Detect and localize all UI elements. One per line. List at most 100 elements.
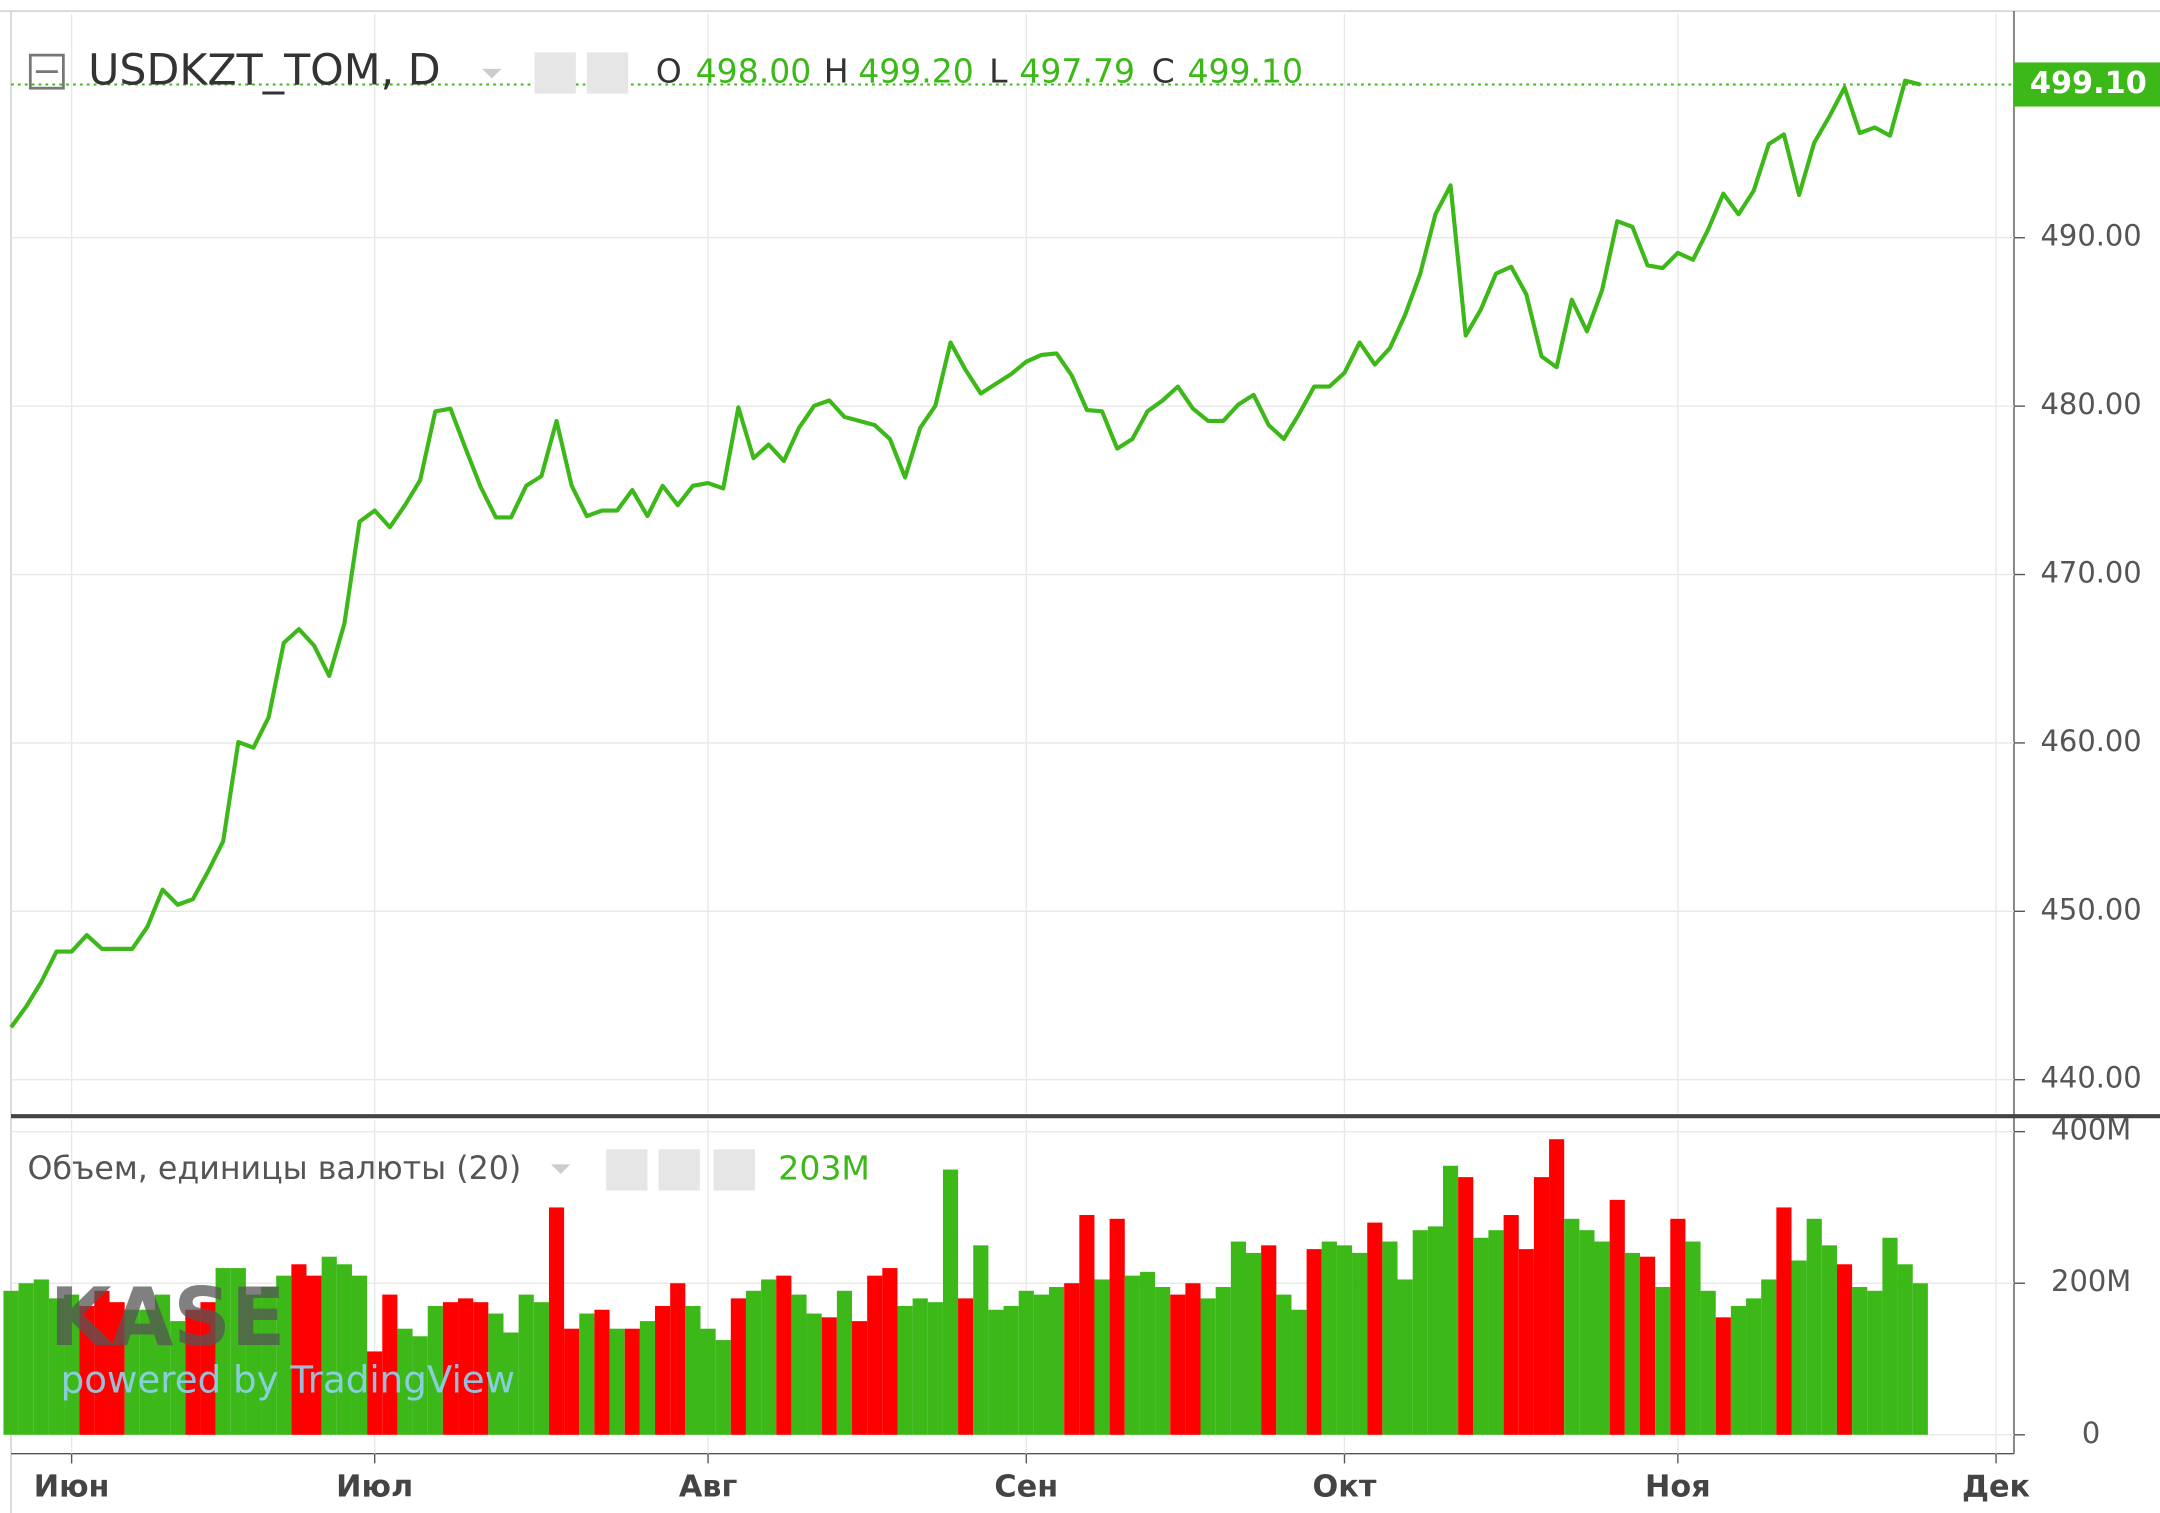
- volume-bar: [715, 1340, 731, 1435]
- volume-bar: [1746, 1298, 1762, 1435]
- grid: [11, 13, 2014, 1114]
- volume-bar: [609, 1328, 625, 1435]
- volume-bar: [1791, 1260, 1807, 1435]
- x-tick-label: Июн: [34, 1470, 110, 1505]
- volume-bar: [124, 1309, 140, 1435]
- volume-bar: [1185, 1283, 1201, 1435]
- volume-bar: [488, 1313, 504, 1435]
- x-tick-label: Сен: [994, 1470, 1058, 1505]
- settings-icon[interactable]: [586, 52, 629, 94]
- watermark-text: powered by TradingView: [61, 1358, 515, 1402]
- volume-bar: [1261, 1245, 1277, 1435]
- volume-bar: [1579, 1230, 1595, 1435]
- ohlc-value: 498.00: [696, 52, 812, 91]
- volume-bar: [1336, 1245, 1353, 1435]
- x-tick-label: Авг: [679, 1470, 738, 1505]
- volume-bar: [321, 1256, 337, 1435]
- volume-bar: [1367, 1222, 1383, 1435]
- ohlc-value: 499.10: [1187, 52, 1303, 91]
- volume-bar: [1852, 1287, 1868, 1435]
- volume-bar: [1124, 1275, 1140, 1435]
- volume-bar: [336, 1264, 352, 1435]
- volume-bar: [1685, 1241, 1701, 1435]
- volume-bar: [79, 1305, 95, 1435]
- volume-bar: [776, 1275, 792, 1435]
- volume-bar: [1276, 1294, 1292, 1435]
- volume-bar: [397, 1328, 413, 1435]
- volume-bar: [564, 1328, 580, 1435]
- y-tick-label: 450.00: [2041, 892, 2142, 926]
- volume-bar: [958, 1298, 974, 1435]
- volume-bar: [806, 1313, 822, 1435]
- volume-bar: [836, 1290, 853, 1435]
- volume-bar: [215, 1268, 231, 1435]
- volume-bar: [791, 1294, 807, 1435]
- volume-bar: [852, 1321, 868, 1435]
- volume-bar: [94, 1290, 110, 1435]
- y-tick-label: 460.00: [2041, 724, 2142, 758]
- plot-layer: 440.00 450.00 460.00 470.00 480.00 490.00 499.…: [3, 13, 2160, 1505]
- close-icon[interactable]: [713, 1149, 755, 1191]
- volume-bar: [942, 1169, 959, 1435]
- volume-bar: [1049, 1287, 1065, 1435]
- volume-bar: [306, 1275, 322, 1435]
- x-tick-label: Ноя: [1645, 1470, 1711, 1505]
- volume-bar: [1427, 1226, 1443, 1435]
- volume-bar: [1473, 1237, 1489, 1435]
- volume-bar: [503, 1332, 519, 1435]
- volume-bar: [1018, 1290, 1034, 1435]
- volume-bar: [185, 1309, 201, 1435]
- watermark-logo: KASE: [50, 1271, 286, 1364]
- volume-bar: [109, 1302, 125, 1435]
- volume-bar: [3, 1290, 19, 1435]
- volume-bar: [1836, 1264, 1853, 1435]
- y-tick-label: 470.00: [2041, 556, 2142, 590]
- volume-bar: [1442, 1165, 1459, 1435]
- ohlc-label: O: [656, 52, 682, 91]
- x-tick-label: Окт: [1313, 1470, 1377, 1505]
- volume-bar: [1200, 1298, 1216, 1435]
- volume-bar: [367, 1351, 383, 1435]
- volume-bar: [685, 1305, 701, 1435]
- volume-bar: [1730, 1305, 1747, 1435]
- volume-bar: [1624, 1252, 1640, 1435]
- volume-value: 203M: [778, 1148, 870, 1187]
- volume-bar: [1382, 1241, 1398, 1435]
- volume-bar: [48, 1298, 65, 1435]
- volume-bar: [1291, 1309, 1307, 1435]
- x-tick-label: Дек: [1962, 1470, 2031, 1505]
- volume-bar: [1882, 1237, 1898, 1435]
- volume-bar: [1821, 1245, 1837, 1435]
- volume-bar: [1897, 1264, 1913, 1435]
- volume-bar: [821, 1317, 837, 1435]
- settings-icon[interactable]: [658, 1149, 700, 1191]
- volume-bar: [427, 1305, 443, 1435]
- volume-bar: [730, 1298, 746, 1435]
- last-price-tag: [2013, 62, 2160, 107]
- volume-bar: [1033, 1294, 1050, 1435]
- volume-bar: [579, 1313, 595, 1435]
- visibility-icon[interactable]: [534, 52, 576, 94]
- volume-bar: [533, 1302, 549, 1435]
- price-line: [9, 78, 1921, 1029]
- volume-bar: [18, 1283, 34, 1435]
- volume-bar: [1079, 1215, 1095, 1435]
- volume-bar: [1700, 1290, 1716, 1435]
- x-tick-label: Июл: [336, 1470, 413, 1505]
- volume-bar: [1655, 1287, 1671, 1435]
- y-tick-label: 200M: [2051, 1264, 2131, 1298]
- volume-bar: [64, 1294, 80, 1435]
- ohlc-label: L: [989, 52, 1008, 91]
- volume-bar: [1094, 1279, 1110, 1435]
- visibility-icon[interactable]: [606, 1149, 648, 1191]
- collapse-icon[interactable]: [28, 53, 65, 90]
- volume-bar: [624, 1328, 640, 1435]
- ohlc-value: 499.20: [858, 52, 974, 91]
- volume-bar: [1064, 1283, 1080, 1435]
- volume-bar: [1488, 1230, 1504, 1435]
- dropdown-arrow[interactable]: [482, 68, 502, 79]
- dropdown-arrow[interactable]: [551, 1164, 571, 1175]
- volume-bar: [988, 1309, 1004, 1435]
- volume-bar: [518, 1294, 534, 1435]
- volume-bar: [1609, 1199, 1625, 1435]
